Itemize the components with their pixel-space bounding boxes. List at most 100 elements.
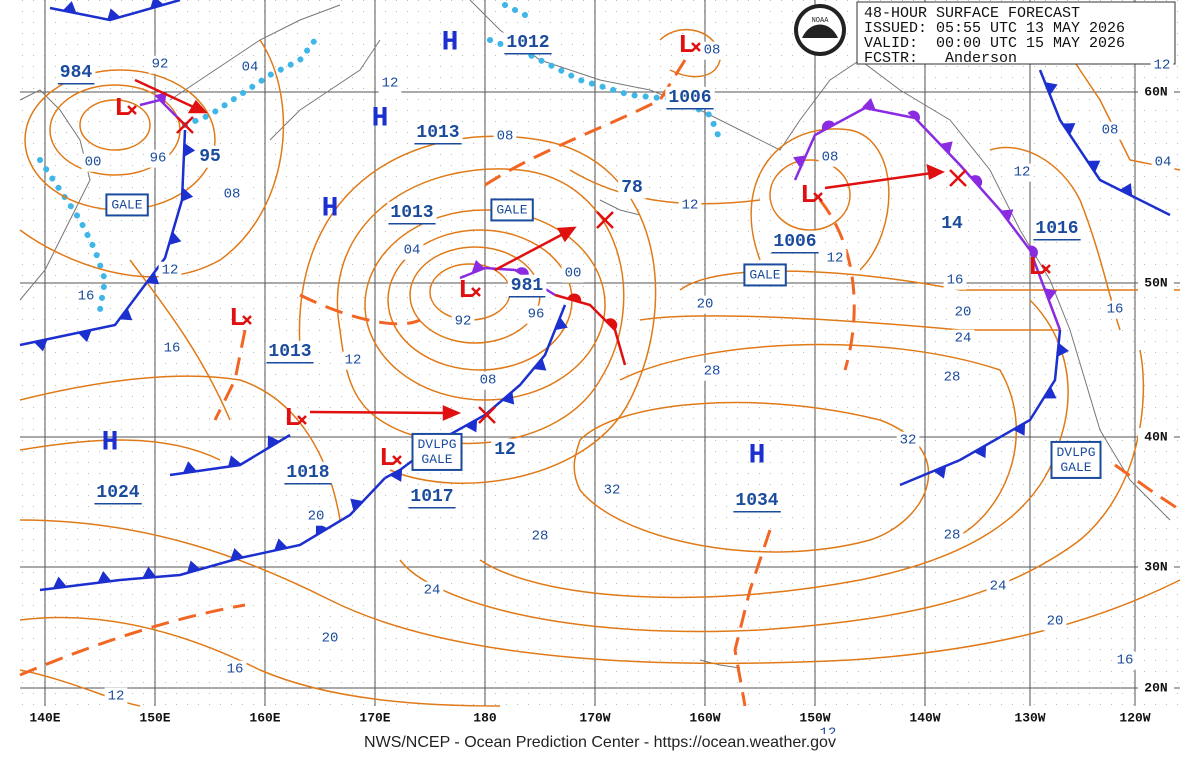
lon-label-box [575, 708, 615, 726]
center-pressure: 1013 [390, 203, 433, 223]
low-x [813, 192, 823, 202]
warning-text: GALE [496, 202, 527, 217]
isobar-label: 32 [604, 483, 621, 499]
coastlines [19, 0, 1171, 669]
lon-label: 120W [1119, 710, 1150, 725]
warning-box [743, 263, 787, 287]
front-symbol [606, 318, 618, 331]
isobar-label: 24 [990, 579, 1007, 595]
lat-label-box [1138, 558, 1174, 576]
isobar-label: 08 [224, 187, 241, 203]
center-pressure: 1017 [410, 487, 453, 507]
high-symbol: H [322, 193, 339, 224]
isobar-label-box [158, 261, 182, 280]
front-symbol [1043, 386, 1057, 399]
isobar-label-box [220, 185, 244, 204]
high-symbol: H [102, 427, 119, 458]
lon-label: 170W [579, 710, 610, 725]
lat-label: 20N [1144, 680, 1167, 695]
isobar-label: 08 [1102, 123, 1119, 139]
front-symbol [464, 419, 478, 433]
center-pressure-box [56, 61, 96, 84]
logo-text: NOAA [812, 17, 830, 25]
center-pressure-box [407, 485, 457, 508]
low-x [392, 455, 402, 465]
front-symbol [77, 329, 92, 343]
isobar-label: 96 [150, 151, 167, 167]
lon-label: 150E [139, 710, 170, 725]
isobar-label-box [524, 305, 548, 324]
front-symbol [267, 435, 280, 449]
isobar-label: 24 [424, 583, 441, 599]
high-symbol: H [442, 27, 459, 58]
front-symbol [106, 8, 121, 21]
labels: 140E 150E 160E 170E 180 170W 160W 150W 140W 130W 1… [25, 27, 1175, 743]
isobar-label-box [238, 58, 262, 77]
low-symbol: L [229, 303, 245, 333]
center-pressure: 1034 [735, 491, 778, 511]
low-symbol: L [800, 180, 816, 210]
isobar-label: 28 [944, 370, 961, 386]
lon-label: 140W [909, 710, 940, 725]
isobar-label-box [81, 153, 105, 172]
center-pressure-box [732, 489, 782, 512]
center-pressure-box [93, 481, 143, 504]
warning-text: DVLPG [417, 437, 456, 452]
center-pressure-box [507, 274, 547, 297]
low-x [471, 287, 481, 297]
isobar-label: 12 [1154, 58, 1171, 74]
header-title: 48-HOUR SURFACE FORECAST [864, 5, 1080, 22]
low-symbol: L [284, 403, 300, 433]
isobar-label-box [451, 312, 475, 331]
lat-label: 50N [1144, 275, 1167, 290]
isobar-label: 04 [242, 60, 259, 76]
isobar-label-box [1150, 56, 1174, 75]
fronts [19, 0, 1171, 592]
isobar-label: 04 [404, 243, 421, 259]
isobar-label-box [951, 303, 975, 322]
warm-front [554, 293, 627, 366]
isobar-label: 04 [1155, 155, 1172, 171]
isobar-label: 16 [164, 341, 181, 357]
front-symbol [315, 522, 328, 536]
isobar-label-box [1043, 612, 1067, 631]
center-pressure-box [1032, 217, 1082, 240]
warning-text: GALE [421, 452, 452, 467]
lon-label: 160E [249, 710, 280, 725]
center-pressure: 1013 [416, 123, 459, 143]
front-symbol [186, 560, 201, 574]
front-symbol [1087, 160, 1101, 173]
isobars [19, 29, 1181, 707]
low-x [127, 105, 137, 115]
isobar-label-box [146, 149, 170, 168]
cold-front [49, 0, 181, 22]
header-forecaster: FCSTR: Anderson [864, 50, 1017, 67]
front-symbol [62, 1, 77, 14]
isobar-label: 20 [955, 305, 972, 321]
future-pressure-box [491, 438, 519, 461]
isobar-label-box [223, 660, 247, 679]
lon-label-box [1010, 708, 1050, 726]
isobar-label-box [678, 196, 702, 215]
center-pressure: 1024 [96, 483, 139, 503]
low-x [297, 415, 307, 425]
isobar-label: 28 [532, 529, 549, 545]
front-symbol [150, 0, 164, 9]
front-symbol [1012, 422, 1026, 436]
front-symbol [146, 272, 160, 285]
isobar-label: 08 [704, 43, 721, 59]
troughs [19, 59, 1181, 707]
front-symbol [1000, 209, 1014, 222]
motion-arrows [134, 78, 945, 421]
lon-label-box [355, 708, 395, 726]
low-symbol: L [114, 93, 130, 123]
isobar-label-box [1098, 121, 1122, 140]
front-symbol [1057, 342, 1069, 357]
front-symbol [861, 97, 876, 111]
front-symbol [1044, 288, 1058, 302]
cold-front [19, 129, 187, 347]
isobar-label-box [378, 74, 402, 93]
center-pressure: 981 [511, 276, 544, 296]
isobar-label-box [318, 629, 342, 648]
lon-label: 170E [359, 710, 390, 725]
